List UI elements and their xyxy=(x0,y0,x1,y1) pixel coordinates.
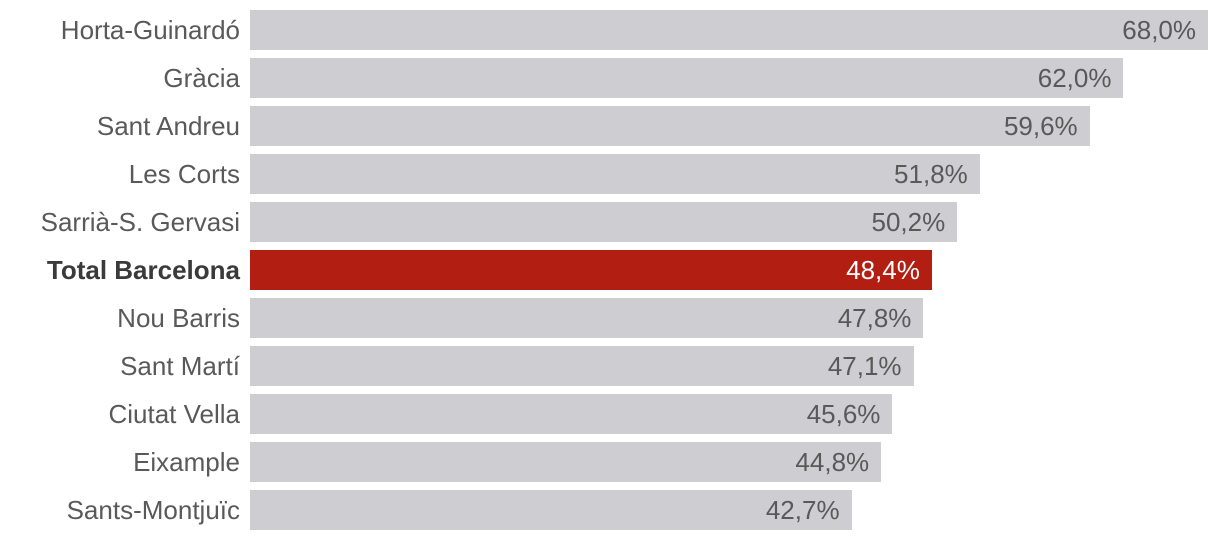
bar-track: 59,6% xyxy=(250,106,1220,146)
category-label: Sant Andreu xyxy=(96,111,240,141)
category-label: Sarrià-S. Gervasi xyxy=(40,207,240,237)
category-label: Total Barcelona xyxy=(46,255,240,285)
bar-track: 51,8% xyxy=(250,154,1220,194)
chart-row: Sarrià-S. Gervasi 50,2% xyxy=(0,202,1220,242)
value-label: 47,8% xyxy=(837,302,912,333)
chart-row: Les Corts 51,8% xyxy=(0,154,1220,194)
bar: 44,8% xyxy=(250,442,882,482)
value-label: 47,1% xyxy=(827,350,902,381)
chart-row: Gràcia 62,0% xyxy=(0,58,1220,98)
category-label: Sants-Montjuïc xyxy=(66,495,240,525)
chart-row: Total Barcelona 48,4% xyxy=(0,250,1220,290)
bar: 62,0% xyxy=(250,58,1124,98)
value-label: 62,0% xyxy=(1037,62,1112,93)
bar: 48,4% xyxy=(250,250,932,290)
category-label: Eixample xyxy=(133,447,240,477)
category-label: Gràcia xyxy=(163,63,240,93)
category-label: Les Corts xyxy=(128,159,240,189)
value-label: 59,6% xyxy=(1003,110,1078,141)
bar-track: 44,8% xyxy=(250,442,1220,482)
chart-row: Eixample 44,8% xyxy=(0,442,1220,482)
bar-track: 42,7% xyxy=(250,490,1220,530)
bar-track: 47,1% xyxy=(250,346,1220,386)
bar-track: 45,6% xyxy=(250,394,1220,434)
bar: 47,1% xyxy=(250,346,914,386)
chart-row: Sants-Montjuïc 42,7% xyxy=(0,490,1220,530)
bar-track: 50,2% xyxy=(250,202,1220,242)
bar: 59,6% xyxy=(250,106,1090,146)
bar-track: 48,4% xyxy=(250,250,1220,290)
value-label: 45,6% xyxy=(806,398,881,429)
category-label: Horta-Guinardó xyxy=(60,15,240,45)
value-label: 68,0% xyxy=(1122,14,1197,45)
bar-track: 62,0% xyxy=(250,58,1220,98)
value-label: 42,7% xyxy=(765,494,840,525)
chart-row: Ciutat Vella 45,6% xyxy=(0,394,1220,434)
bar: 50,2% xyxy=(250,202,958,242)
chart-row: Horta-Guinardó 68,0% xyxy=(0,10,1220,50)
value-label: 48,4% xyxy=(846,254,920,285)
category-label: Ciutat Vella xyxy=(108,399,240,429)
chart-row: Sant Martí 47,1% xyxy=(0,346,1220,386)
category-label: Nou Barris xyxy=(117,303,240,333)
bar-track: 68,0% xyxy=(250,10,1220,50)
category-label: Sant Martí xyxy=(120,351,240,381)
chart-row: Nou Barris 47,8% xyxy=(0,298,1220,338)
chart-row: Sant Andreu 59,6% xyxy=(0,106,1220,146)
value-label: 51,8% xyxy=(894,158,968,189)
value-label: 44,8% xyxy=(795,446,870,477)
bar: 51,8% xyxy=(250,154,980,194)
bar-track: 47,8% xyxy=(250,298,1220,338)
value-label: 50,2% xyxy=(871,206,946,237)
bar: 68,0% xyxy=(250,10,1209,50)
bar: 47,8% xyxy=(250,298,924,338)
bar: 45,6% xyxy=(250,394,893,434)
bar: 42,7% xyxy=(250,490,852,530)
